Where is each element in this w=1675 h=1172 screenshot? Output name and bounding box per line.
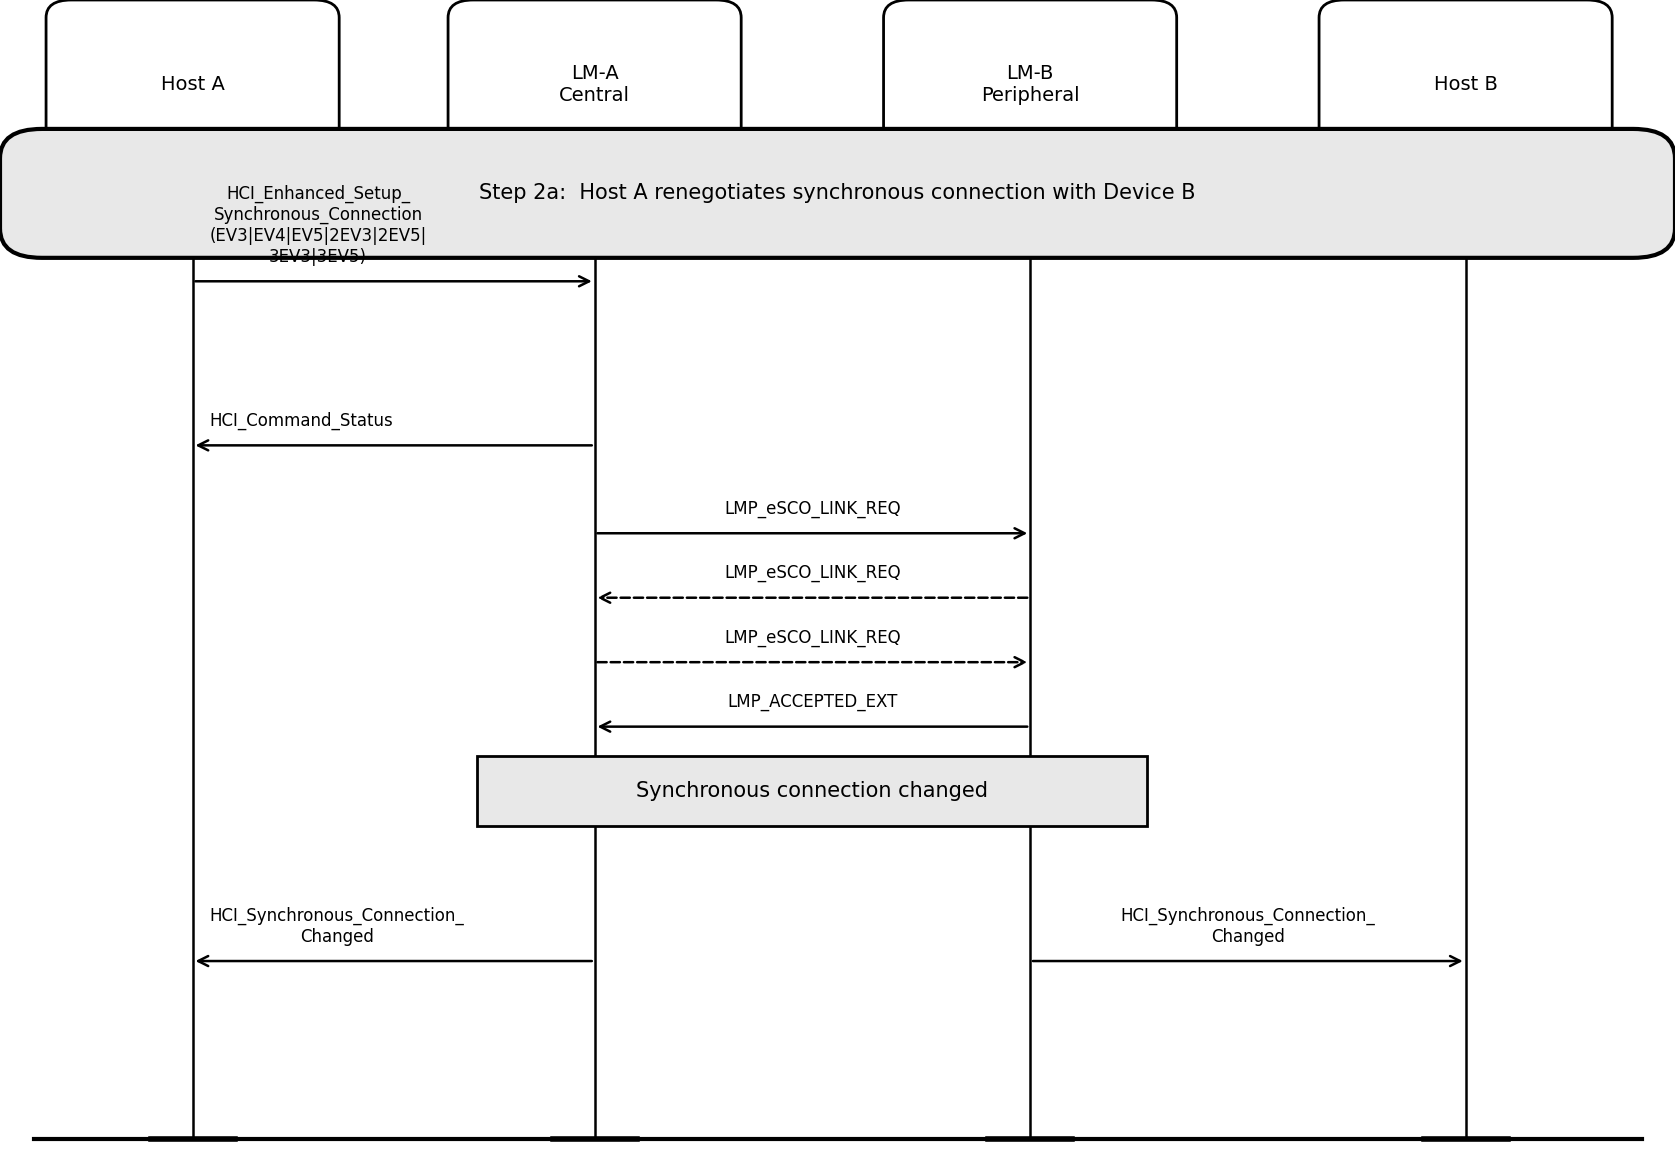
Text: HCI_Synchronous_Connection_
Changed: HCI_Synchronous_Connection_ Changed <box>209 907 464 946</box>
FancyBboxPatch shape <box>477 756 1147 826</box>
Text: LMP_eSCO_LINK_REQ: LMP_eSCO_LINK_REQ <box>724 500 901 518</box>
Text: LM-B
Peripheral: LM-B Peripheral <box>982 64 1079 105</box>
Text: Synchronous connection changed: Synchronous connection changed <box>636 781 988 802</box>
Text: HCI_Synchronous_Connection_
Changed: HCI_Synchronous_Connection_ Changed <box>1121 907 1375 946</box>
Text: LMP_eSCO_LINK_REQ: LMP_eSCO_LINK_REQ <box>724 629 901 647</box>
Text: LM-A
Central: LM-A Central <box>559 64 630 105</box>
Text: LMP_ACCEPTED_EXT: LMP_ACCEPTED_EXT <box>727 694 898 711</box>
Text: Host A: Host A <box>161 75 224 95</box>
FancyBboxPatch shape <box>884 0 1176 170</box>
FancyBboxPatch shape <box>47 0 338 170</box>
FancyBboxPatch shape <box>447 0 740 170</box>
Text: Host B: Host B <box>1434 75 1497 95</box>
FancyBboxPatch shape <box>1320 0 1611 170</box>
Text: HCI_Enhanced_Setup_
Synchronous_Connection
(EV3|EV4|EV5|2EV3|2EV5|
3EV3|3EV5): HCI_Enhanced_Setup_ Synchronous_Connecti… <box>209 185 427 266</box>
Text: Step 2a:  Host A renegotiates synchronous connection with Device B: Step 2a: Host A renegotiates synchronous… <box>479 183 1196 204</box>
Text: HCI_Command_Status: HCI_Command_Status <box>209 411 394 430</box>
Text: LMP_eSCO_LINK_REQ: LMP_eSCO_LINK_REQ <box>724 565 901 582</box>
FancyBboxPatch shape <box>0 129 1675 258</box>
